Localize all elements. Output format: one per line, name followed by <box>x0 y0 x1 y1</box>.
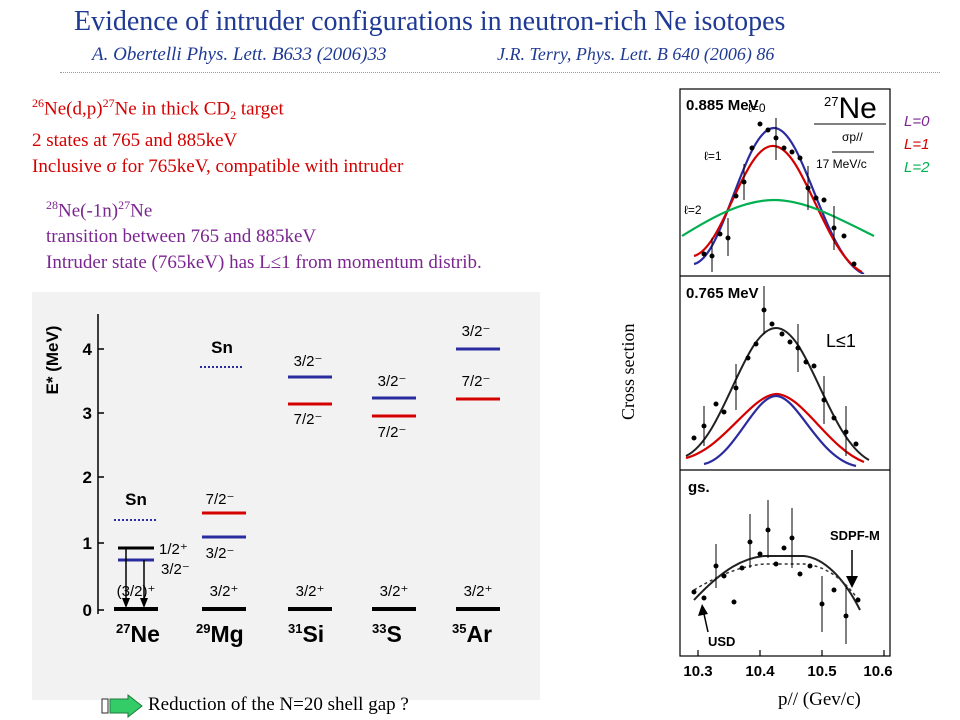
panel3-sdpf-arrow <box>846 576 858 588</box>
panel3-usd-arrow <box>698 604 708 616</box>
svg-text:(3/2)⁺: (3/2)⁺ <box>117 583 156 600</box>
svg-text:Sn: Sn <box>211 338 233 357</box>
x-tick-labels: 10.3 10.4 10.5 10.6 <box>683 663 892 680</box>
panel1-label: 0.885 MeV <box>686 97 759 114</box>
svg-text:2: 2 <box>83 468 92 487</box>
cross-section-axis-label: Cross section <box>618 323 638 421</box>
panel3-curves <box>693 555 861 611</box>
panel1-l1-label: ℓ=1 <box>704 149 722 163</box>
separation-energy-lines <box>114 366 244 521</box>
energy-tick-labels: 0 1 2 3 4 <box>83 340 93 620</box>
level-scheme-background <box>32 292 540 700</box>
svg-text:29Mg: 29Mg <box>196 621 244 647</box>
svg-text:35Ar: 35Ar <box>452 621 492 647</box>
svg-text:3/2⁺: 3/2⁺ <box>464 583 493 600</box>
svg-text:3: 3 <box>83 404 92 423</box>
s33-label-7-2: 7/2⁻ <box>378 424 407 441</box>
reference-obertelli: A. Obertelli Phys. Lett. B633 (2006)33 <box>92 44 387 65</box>
svg-text:33S: 33S <box>372 621 402 647</box>
panel3-usd-arrow-line <box>703 613 709 633</box>
panel1-data-points <box>701 118 857 272</box>
dp-reaction-block: 26Ne(d,p)27Ne in thick CD2 target 2 stat… <box>32 90 403 180</box>
panel2-curves <box>685 326 870 468</box>
dp-inclusive-line: Inclusive σ for 765keV, compatible with … <box>32 156 404 178</box>
svg-text:31Si: 31Si <box>288 621 324 647</box>
legend-l2: L=2 <box>904 159 930 176</box>
nucleus-names: 27Ne 29Mg 31Si 33S 35Ar <box>116 621 492 647</box>
knockout-transition-line: transition between 765 and 885keV <box>46 226 317 248</box>
svg-text:4: 4 <box>83 340 93 359</box>
panel1-probe: σp// <box>842 130 863 144</box>
momentum-distribution-figure: 0.885 MeV 27Ne σp// 17 MeV/c ℓ=0 ℓ=1 ℓ=2… <box>679 88 893 680</box>
reference-terry: J.R. Terry, Phys. Lett. B 640 (2006) 86 <box>497 44 775 64</box>
svg-text:10.6: 10.6 <box>863 663 892 680</box>
panel2-label: 0.765 MeV <box>686 285 759 302</box>
knockout-block: 28Ne(-1n)27Ne transition between 765 and… <box>46 192 482 276</box>
separation-energy-labels: Sn Sn <box>125 338 233 509</box>
legend-l1: L=1 <box>904 136 930 153</box>
panel2-annotation: L≤1 <box>826 331 856 351</box>
panel2-curve-red <box>685 392 865 464</box>
knockout-reaction-line: 28Ne(-1n)27Ne <box>46 198 153 222</box>
svg-text:Sn: Sn <box>125 490 147 509</box>
mg29-label-3-2: 3/2⁻ <box>206 545 235 562</box>
right-arrow-icon <box>101 694 143 718</box>
svg-text:3/2⁺: 3/2⁺ <box>380 583 409 600</box>
panel1-l2-label: ℓ=2 <box>684 203 702 217</box>
si31-label-7-2: 7/2⁻ <box>294 411 323 428</box>
ar35-label-7-2: 7/2⁻ <box>462 373 491 390</box>
ar35-label-3-2: 3/2⁻ <box>462 323 491 340</box>
panel1-l0-label: ℓ=0 <box>748 101 766 115</box>
svg-text:10.3: 10.3 <box>683 663 712 680</box>
s33-label-3-2: 3/2⁻ <box>378 373 407 390</box>
legend-l0: L=0 <box>904 113 930 130</box>
panel3-curve-usd <box>693 555 861 611</box>
svg-text:10.5: 10.5 <box>807 663 836 680</box>
energy-ticks <box>98 348 104 611</box>
panel1-nucleus: Ne <box>838 92 876 125</box>
ne27-label-3-2: 3/2⁻ <box>161 561 190 578</box>
panel1-mass: 27 <box>824 94 838 109</box>
panel2-curve-black <box>685 326 870 461</box>
panel1-curves <box>681 126 875 274</box>
svg-text:0: 0 <box>83 601 92 620</box>
ne27-transition-2-arrow <box>140 598 148 608</box>
dp-states-line: 2 states at 765 and 885keV <box>32 130 238 152</box>
title-separator <box>60 72 940 73</box>
ne27-label-1-2: 1/2⁺ <box>159 541 188 558</box>
dp-reaction-line: 26Ne(d,p)27Ne in thick CD2 target <box>32 96 284 123</box>
svg-text:10.4: 10.4 <box>745 663 775 680</box>
panel2-curve-blue <box>703 394 857 468</box>
panel1-curve-red <box>693 144 863 273</box>
panel-frame <box>679 88 891 657</box>
energy-axis-label: E* (MeV) <box>43 326 62 395</box>
si31-label-3-2: 3/2⁻ <box>294 353 323 370</box>
l-legend: L=0 L=1 L=2 <box>904 110 929 179</box>
panel1-curve-blue <box>693 126 865 274</box>
panel3-data-points <box>691 500 861 644</box>
panel2-data-points <box>691 286 859 456</box>
panel1-curve-green <box>681 198 875 237</box>
momentum-axis-label: p// (Gev/c) <box>778 689 861 710</box>
panel1-arrow-label: 17 MeV/c <box>816 157 867 171</box>
panel3-label: gs. <box>688 479 710 496</box>
shell-gap-note: Reduction of the N=20 shell gap ? <box>148 694 409 715</box>
knockout-intruder-line: Intruder state (765keV) has L≤1 from mom… <box>46 252 482 274</box>
panel3-curve-sdpf <box>693 563 861 603</box>
x-ticks <box>697 650 885 656</box>
page-title: Evidence of intruder configurations in n… <box>74 6 786 37</box>
mg29-label-7-2: 7/2⁻ <box>206 491 235 508</box>
level-scheme-figure: 0 1 2 3 4 E* (MeV) (3/2)⁺ 3/2⁺ 3/2⁺ 3/2⁺… <box>32 292 540 700</box>
panel3-sdpf-label: SDPF-M <box>830 528 880 543</box>
panel3-usd-label: USD <box>708 634 735 649</box>
svg-text:3/2⁺: 3/2⁺ <box>296 583 325 600</box>
svg-text:27Ne: 27Ne <box>824 92 877 125</box>
svg-text:3/2⁺: 3/2⁺ <box>210 583 239 600</box>
svg-text:27Ne: 27Ne <box>116 621 160 647</box>
ne27-transition-1-arrow <box>122 598 130 608</box>
svg-text:1: 1 <box>83 534 92 553</box>
